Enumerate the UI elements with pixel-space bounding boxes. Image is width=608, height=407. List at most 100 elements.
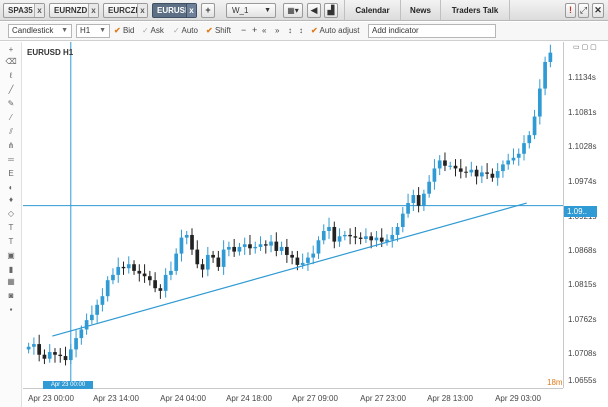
grid-menu-button[interactable]: ▦▾	[283, 3, 303, 18]
candle-body	[84, 320, 89, 330]
time-axis[interactable]: Apr 23 00:00 Apr 23 14:00 Apr 24 04:00 A…	[23, 388, 563, 407]
shift-toggle[interactable]: ✔ Shift	[206, 26, 231, 35]
chart-type-value: Candlestick	[12, 26, 54, 35]
candle-body	[385, 239, 389, 242]
price-chart[interactable]	[23, 42, 563, 388]
tab-calendar[interactable]: Calendar	[344, 0, 400, 21]
y-tick-label: 1.1134s	[568, 73, 596, 82]
add-tab-button[interactable]: +	[201, 3, 215, 18]
eraser-tool-icon[interactable]: ⌫	[5, 57, 17, 66]
candle-body	[316, 240, 321, 254]
candle-body	[148, 276, 152, 281]
candle-body	[495, 171, 500, 178]
tab-spa35[interactable]: SPA35 x	[3, 3, 45, 18]
zoom-in-button[interactable]: +	[252, 25, 258, 35]
drawing-toolbar: + ⌫ ℓ ╱ ✎ ⁄ ⫽ ⋔ ═ E ◐ ♦ ◇ T T ▣ ▮ ▦ ◙ ▪	[0, 42, 22, 407]
candle-body	[390, 234, 395, 240]
tab-eurnzd[interactable]: EURNZD x	[49, 3, 99, 18]
candle-body	[406, 203, 410, 214]
maximize-icon[interactable]: ▢	[581, 44, 589, 51]
check-icon: ✔	[114, 26, 121, 35]
auto-toggle[interactable]: ✓ Auto	[173, 26, 198, 35]
candle-body	[511, 157, 516, 161]
add-indicator-input[interactable]: Add indicator	[368, 24, 496, 38]
ask-toggle[interactable]: ✓ Ask	[142, 26, 164, 35]
tab-eurczk[interactable]: EURCZK x	[103, 3, 148, 18]
channel-tool-icon[interactable]: ⫽	[9, 127, 13, 136]
chart-corner-controls[interactable]: ▭ ▢ ▢	[573, 43, 597, 51]
candle-body	[63, 356, 68, 361]
layout-select[interactable]: W_1 ▼	[226, 3, 276, 18]
y-tick-label: 1.0708s	[568, 349, 597, 358]
arrow-left-icon: ◀	[310, 5, 318, 15]
y-tick-label: 1.0655s	[568, 376, 597, 385]
candle-body	[485, 172, 489, 174]
candle-body	[427, 181, 431, 194]
text-style-tool-icon[interactable]: T	[8, 237, 14, 246]
bars-tool-icon[interactable]: ▮	[8, 265, 14, 274]
candle-body	[58, 354, 63, 357]
marker-tool-icon[interactable]: ♦	[8, 195, 14, 204]
close-icon: ✕	[594, 5, 602, 15]
x-tick-label: Apr 27 23:00	[360, 394, 406, 403]
line-tool-icon[interactable]: ╱	[8, 85, 14, 94]
candle-body	[100, 296, 105, 305]
scroll-right-button[interactable]: »	[275, 26, 280, 35]
layers-tool-icon[interactable]: ▦	[7, 277, 15, 286]
tab-traders-talk[interactable]: Traders Talk	[440, 0, 510, 21]
fit-vertical-button[interactable]: ↕	[288, 26, 292, 35]
trendline[interactable]	[52, 202, 527, 337]
chart-type-select[interactable]: Candlestick ▼	[8, 24, 72, 38]
candle-body	[237, 246, 242, 252]
text-tool-icon[interactable]: T	[8, 223, 14, 232]
tab-news[interactable]: News	[400, 0, 440, 21]
auto-adjust-toggle[interactable]: ✔ Auto adjust	[311, 26, 360, 35]
candle-body	[95, 304, 99, 315]
save-tool-icon[interactable]: ▣	[7, 251, 15, 260]
close-icon[interactable]: ▢	[590, 44, 597, 51]
close-icon[interactable]: x	[34, 4, 44, 17]
zoom-out-button[interactable]: −	[241, 25, 247, 35]
candle-body	[216, 257, 221, 267]
fibonacci-tool-icon[interactable]: ℓ	[9, 71, 13, 80]
close-button[interactable]: ✕	[592, 3, 604, 18]
x-tick-label: Apr 23 14:00	[93, 394, 139, 403]
candle-body	[342, 234, 347, 237]
timeframe-select[interactable]: H1 ▼	[76, 24, 110, 38]
back-button[interactable]: ◀	[307, 3, 321, 18]
levels-tool-icon[interactable]: E	[8, 169, 14, 178]
close-icon[interactable]: x	[88, 4, 98, 17]
tab-label: SPA35	[8, 6, 33, 15]
delete-tool-icon[interactable]: ▪	[9, 305, 13, 314]
candle-body	[47, 352, 52, 359]
brush-tool-icon[interactable]: ⁄	[10, 113, 12, 122]
scroll-left-button[interactable]: «	[262, 26, 267, 35]
y-tick-label: 1.0868s	[568, 246, 597, 255]
shapes-tool-icon[interactable]: ◇	[7, 209, 15, 218]
candle-body	[42, 354, 47, 359]
tab-eurusd[interactable]: EURUSD x	[152, 3, 197, 18]
fit-height-button[interactable]: ↕	[299, 26, 303, 35]
candle-body	[274, 241, 279, 251]
candle-body	[279, 246, 284, 251]
pitchfork-tool-icon[interactable]: ⋔	[7, 141, 15, 150]
candle-body	[79, 329, 84, 339]
x-tick-label: Apr 24 18:00	[226, 394, 272, 403]
expand-icon: ⤢	[579, 5, 588, 15]
pen-tool-icon[interactable]: ✎	[7, 99, 15, 108]
candle-body	[480, 172, 484, 177]
ruler-tool-icon[interactable]: ═	[8, 155, 14, 164]
check-icon: ✓	[142, 26, 149, 35]
crosshair-tool-icon[interactable]: +	[8, 45, 14, 54]
expand-button[interactable]: ⤢	[578, 3, 589, 18]
close-icon[interactable]: x	[186, 4, 196, 17]
candle-body	[400, 213, 405, 227]
camera-tool-icon[interactable]: ◙	[8, 291, 14, 300]
close-icon[interactable]: x	[137, 4, 147, 17]
arc-tool-icon[interactable]: ◐	[8, 183, 14, 192]
minimize-icon[interactable]: ▭	[573, 44, 580, 51]
tab-label: EURCZK	[108, 6, 142, 15]
alert-button[interactable]: !	[565, 3, 576, 18]
restore-button[interactable]: ▟	[324, 3, 338, 18]
bid-toggle[interactable]: ✔ Bid	[114, 26, 135, 35]
